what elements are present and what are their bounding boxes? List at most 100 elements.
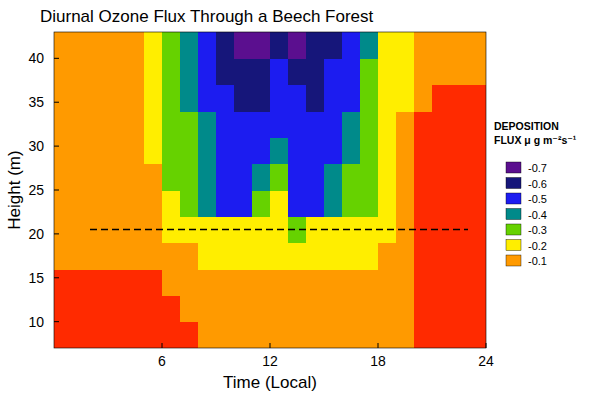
heat-cell bbox=[162, 58, 181, 85]
heat-cell bbox=[378, 137, 397, 164]
plot-background bbox=[54, 32, 486, 348]
heat-cell bbox=[180, 322, 199, 348]
heat-cell bbox=[324, 243, 343, 270]
heat-cell bbox=[288, 58, 307, 85]
legend-swatch bbox=[506, 178, 521, 189]
heat-cell bbox=[288, 137, 307, 164]
heat-cell bbox=[288, 85, 307, 112]
heat-cell bbox=[108, 243, 127, 270]
heat-cell bbox=[90, 243, 109, 270]
heat-cell bbox=[270, 85, 289, 112]
heat-cell bbox=[468, 164, 486, 191]
heat-cell bbox=[324, 58, 343, 85]
heat-cell bbox=[180, 190, 199, 217]
heat-cell bbox=[414, 190, 433, 217]
heat-cell bbox=[216, 190, 235, 217]
heat-cell bbox=[234, 32, 253, 59]
y-tick bbox=[54, 58, 59, 59]
heat-cell bbox=[162, 295, 181, 322]
heat-cell bbox=[234, 243, 253, 270]
heat-cell bbox=[72, 164, 91, 191]
heat-cell bbox=[324, 322, 343, 348]
heat-cell bbox=[306, 32, 325, 59]
heat-cell bbox=[396, 164, 415, 191]
heat-cell bbox=[288, 32, 307, 59]
heat-cell bbox=[144, 190, 163, 217]
heat-cell bbox=[162, 32, 181, 59]
heat-cell bbox=[450, 295, 469, 322]
heat-cell bbox=[450, 58, 469, 85]
heat-cell bbox=[126, 164, 145, 191]
y-tick-label: 25 bbox=[28, 182, 44, 198]
heat-cell bbox=[162, 137, 181, 164]
heat-cell bbox=[234, 58, 253, 85]
heat-cell bbox=[378, 295, 397, 322]
heat-cell bbox=[198, 322, 217, 348]
heat-cell bbox=[396, 58, 415, 85]
heat-cell bbox=[414, 164, 433, 191]
heat-cell bbox=[90, 269, 109, 296]
heat-cell bbox=[108, 322, 127, 348]
heat-cell bbox=[54, 322, 73, 348]
heat-cell bbox=[468, 190, 486, 217]
heat-cell bbox=[342, 137, 361, 164]
heat-cell bbox=[180, 269, 199, 296]
heat-cell bbox=[288, 111, 307, 138]
heat-cell bbox=[360, 111, 379, 138]
heat-cell bbox=[216, 269, 235, 296]
heat-cell bbox=[198, 295, 217, 322]
y-tick-label: 10 bbox=[28, 314, 44, 330]
heat-cell bbox=[270, 322, 289, 348]
legend-swatch bbox=[506, 193, 521, 204]
heat-cell bbox=[342, 190, 361, 217]
heat-cell bbox=[234, 164, 253, 191]
heat-cell bbox=[342, 85, 361, 112]
heat-cell bbox=[162, 190, 181, 217]
heat-cell bbox=[270, 269, 289, 296]
heat-cell bbox=[216, 32, 235, 59]
heat-cell bbox=[288, 269, 307, 296]
heat-cell bbox=[378, 111, 397, 138]
heat-cell bbox=[324, 32, 343, 59]
heat-cell bbox=[360, 137, 379, 164]
heat-cell bbox=[468, 111, 486, 138]
legend-label: -0.2 bbox=[528, 240, 547, 252]
heat-cell bbox=[216, 85, 235, 112]
heat-cell bbox=[342, 111, 361, 138]
heat-cell bbox=[162, 269, 181, 296]
heat-cell bbox=[234, 111, 253, 138]
heat-cell bbox=[324, 137, 343, 164]
heat-cell bbox=[378, 58, 397, 85]
heat-cell bbox=[180, 137, 199, 164]
x-axis-label: Time (Local) bbox=[223, 373, 317, 392]
legend-label: -0.1 bbox=[528, 255, 547, 267]
heat-cell bbox=[414, 58, 433, 85]
y-tick-label: 15 bbox=[28, 270, 44, 286]
chart: 612182410152025303540Diurnal Ozone Flux … bbox=[0, 0, 600, 400]
heat-cell bbox=[216, 164, 235, 191]
heat-cell bbox=[198, 32, 217, 59]
heat-cell bbox=[90, 190, 109, 217]
heat-cell bbox=[432, 58, 451, 85]
heat-cell bbox=[432, 164, 451, 191]
x-tick bbox=[486, 343, 487, 348]
y-axis-label: Height (m) bbox=[5, 150, 24, 229]
heat-cell bbox=[252, 164, 271, 191]
heat-cell bbox=[306, 269, 325, 296]
heat-cell bbox=[54, 216, 73, 243]
heat-cell bbox=[432, 269, 451, 296]
heat-cell bbox=[126, 137, 145, 164]
legend-label: -0.5 bbox=[528, 193, 547, 205]
heat-cell bbox=[54, 32, 73, 59]
heat-cell bbox=[216, 111, 235, 138]
y-tick bbox=[54, 146, 59, 147]
heat-cell bbox=[450, 190, 469, 217]
heat-cell bbox=[252, 322, 271, 348]
legend-swatch bbox=[506, 162, 521, 173]
heat-cell bbox=[72, 111, 91, 138]
heat-cell bbox=[306, 295, 325, 322]
heat-cell bbox=[126, 190, 145, 217]
heat-cell bbox=[72, 58, 91, 85]
y-tick bbox=[54, 321, 59, 322]
heat-cell bbox=[270, 111, 289, 138]
